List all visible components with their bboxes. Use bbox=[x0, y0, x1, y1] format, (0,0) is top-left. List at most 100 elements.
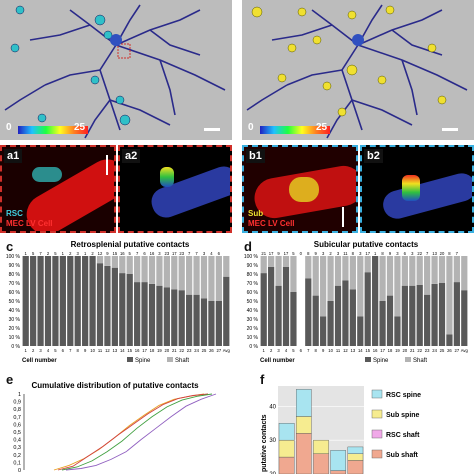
bar-shaft bbox=[334, 256, 342, 286]
bar-spine bbox=[372, 256, 379, 346]
contact-count-label: 1 bbox=[84, 251, 87, 256]
stacked-bar-segment bbox=[347, 453, 364, 461]
contact-count-label: 15 bbox=[113, 251, 118, 256]
y-tick-label: 0,1 bbox=[13, 460, 21, 466]
contact-count-label: 9 bbox=[389, 251, 392, 256]
x-tick-label: 25 bbox=[440, 348, 445, 353]
y-tick-label: 20 bbox=[269, 472, 276, 474]
bar-spine bbox=[178, 290, 185, 346]
contact-count-label: 3 bbox=[77, 251, 80, 256]
bar-spine bbox=[349, 289, 356, 346]
contact-count-label: 1 bbox=[25, 251, 28, 256]
colorbar-min-label: 0 bbox=[248, 122, 254, 133]
bar-shaft bbox=[438, 256, 446, 283]
contact-count-label: 20 bbox=[440, 251, 445, 256]
x-tick-label: 11 bbox=[336, 348, 341, 353]
x-tick-label: 13 bbox=[351, 348, 356, 353]
y-axis-label: putative contacts bbox=[261, 414, 268, 472]
contact-count-label: 2 bbox=[47, 251, 50, 256]
bar-spine bbox=[52, 256, 59, 346]
contact-count-label: 13 bbox=[432, 251, 437, 256]
contact-count-label: 5 bbox=[54, 251, 57, 256]
legend-label: RSC spine bbox=[386, 392, 421, 399]
bar-spine bbox=[424, 294, 431, 346]
label-mec-cell: MEC LV Cell bbox=[6, 219, 53, 228]
legend-swatch bbox=[371, 429, 383, 439]
bar-spine bbox=[126, 274, 133, 346]
x-tick-label: 4 bbox=[47, 348, 50, 353]
legend-label-shaft: Shaft bbox=[413, 358, 427, 364]
y-tick-label: 0,3 bbox=[13, 445, 21, 451]
legend-swatch-spine bbox=[365, 357, 371, 362]
x-tick-label: 24 bbox=[194, 348, 199, 353]
panel-a2-image: a2 bbox=[118, 145, 232, 233]
contact-count-label: 22 bbox=[417, 251, 422, 256]
chart-title-d: Subicular putative contacts bbox=[313, 240, 419, 249]
bar-spine bbox=[119, 273, 126, 346]
bar-spine bbox=[163, 287, 170, 346]
neuron-image-left: 0 25 bbox=[0, 0, 232, 140]
bar-spine bbox=[156, 285, 163, 346]
stacked-bar-segment bbox=[347, 460, 364, 474]
bar-shaft bbox=[386, 256, 394, 296]
bar-spine bbox=[30, 256, 37, 346]
bar-spine bbox=[379, 301, 386, 346]
chart-title-c: Retrosplenial putative contacts bbox=[70, 240, 190, 249]
legend-swatch-spine bbox=[127, 357, 133, 362]
x-tick-label: 4 bbox=[285, 348, 288, 353]
x-tick-label: 25 bbox=[202, 348, 207, 353]
bar-shaft bbox=[111, 256, 118, 268]
contact-count-label: 2 bbox=[91, 251, 94, 256]
bar-shaft bbox=[193, 256, 200, 295]
x-tick-label: 26 bbox=[209, 348, 214, 353]
colorbar-right bbox=[260, 126, 330, 134]
contact-count-label: 7 bbox=[188, 251, 191, 256]
bar-spine bbox=[96, 263, 104, 346]
x-tick-label: 15 bbox=[127, 348, 132, 353]
bar-shaft bbox=[163, 256, 170, 288]
cumulative-line bbox=[53, 393, 205, 471]
bar-spine bbox=[260, 273, 267, 346]
y-tick-label: 30 bbox=[269, 438, 276, 444]
x-tick-label: 21 bbox=[172, 348, 177, 353]
x-tick-label: 19 bbox=[395, 348, 400, 353]
bar-shaft bbox=[431, 256, 438, 284]
bar-spine bbox=[386, 295, 394, 346]
cumulative-line bbox=[61, 393, 213, 471]
bar-shaft bbox=[290, 256, 297, 292]
panel-label-a2: a2 bbox=[122, 149, 141, 163]
x-tick-label: 15 bbox=[365, 348, 370, 353]
bar-shaft bbox=[96, 256, 104, 264]
x-tick-label: 16 bbox=[135, 348, 140, 353]
bar-spine bbox=[446, 334, 453, 346]
bar-spine bbox=[394, 316, 401, 346]
bar-shaft bbox=[119, 256, 126, 274]
y-tick-label: 10 % bbox=[9, 335, 21, 341]
contact-count-label: 21 bbox=[261, 251, 266, 256]
bar-shaft bbox=[104, 256, 111, 266]
bar-spine bbox=[215, 301, 222, 346]
x-tick-label: 11 bbox=[98, 348, 103, 353]
bar-spine bbox=[290, 292, 297, 346]
contact-count-label: 3 bbox=[411, 251, 414, 256]
bar-shaft bbox=[312, 256, 319, 296]
bar-spine bbox=[416, 284, 423, 346]
x-tick-label: 22 bbox=[179, 348, 184, 353]
x-tick-label: 1 bbox=[25, 348, 28, 353]
bar-spine bbox=[334, 285, 342, 346]
x-tick-label: 13 bbox=[113, 348, 118, 353]
y-tick-label: 0,6 bbox=[13, 422, 21, 428]
legend-label-spine: Spine bbox=[135, 358, 151, 364]
contact-count-label: 6 bbox=[143, 251, 146, 256]
scale-bar bbox=[204, 128, 220, 131]
bar-spine bbox=[320, 316, 327, 346]
x-tick-label: 23 bbox=[187, 348, 192, 353]
bar-spine bbox=[193, 294, 200, 346]
bar-spine bbox=[148, 283, 156, 346]
bar-shaft bbox=[357, 256, 364, 317]
legend-label-shaft: Shaft bbox=[175, 358, 189, 364]
legend-swatch-shaft bbox=[405, 357, 411, 362]
x-tick-label: 22 bbox=[417, 348, 422, 353]
x-tick-label: 2 bbox=[32, 348, 35, 353]
